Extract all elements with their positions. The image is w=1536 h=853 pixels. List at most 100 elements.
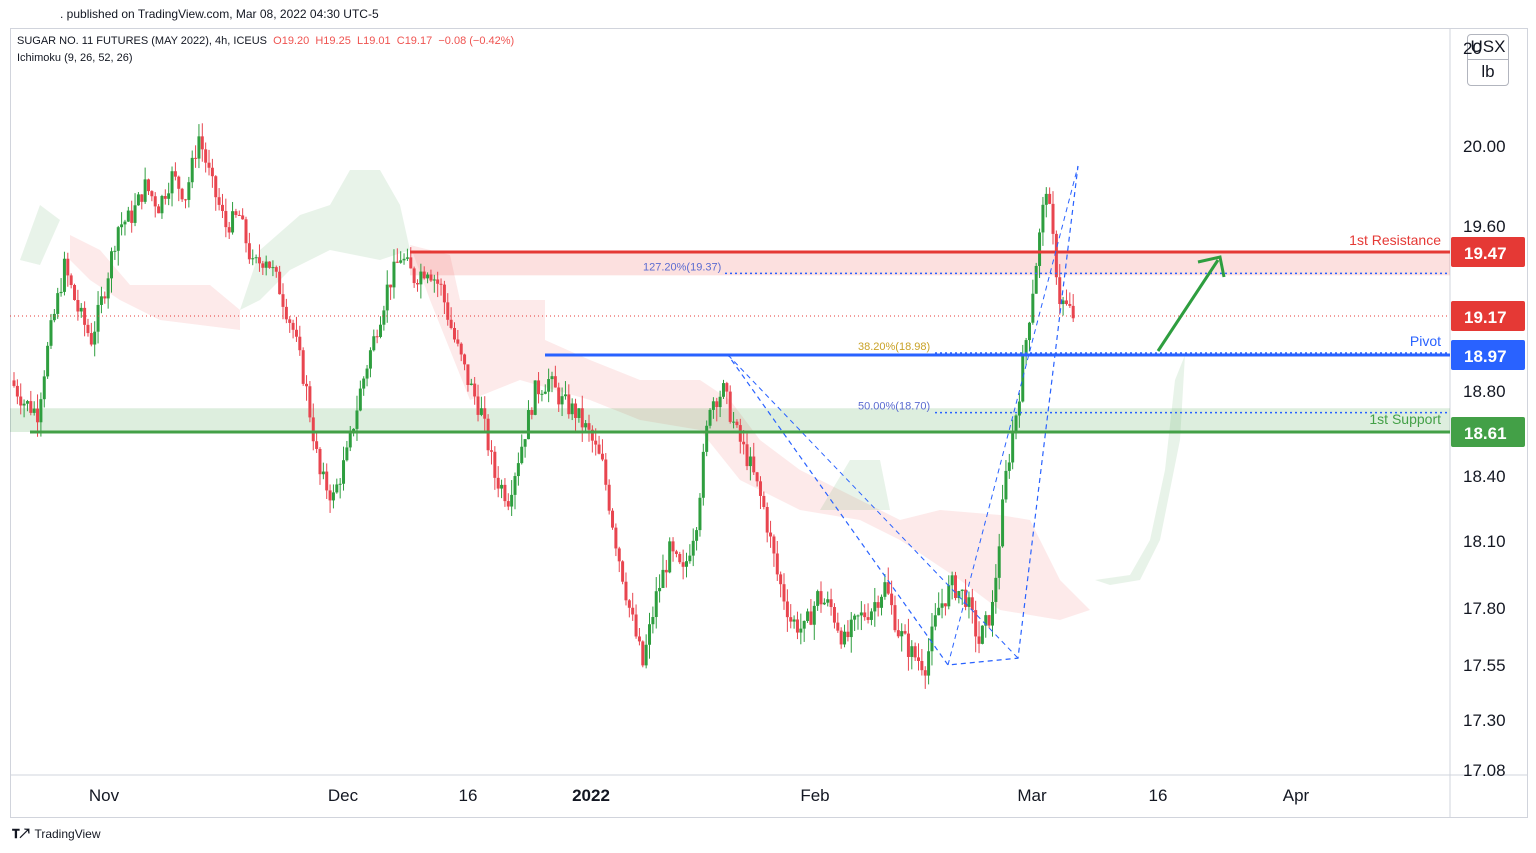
candles <box>12 123 1075 689</box>
candle-body <box>1021 355 1025 402</box>
candle-body <box>436 279 440 284</box>
candle-body <box>553 376 557 388</box>
candle-body <box>167 193 171 199</box>
level-label-2: 1st Support <box>1369 411 1441 427</box>
candle-body <box>832 607 836 623</box>
candle-body <box>73 285 77 300</box>
unit-divider <box>1468 59 1508 60</box>
candle-body <box>957 591 961 599</box>
candle-body <box>432 279 436 281</box>
projection-arrow-head <box>1197 255 1226 278</box>
x-tick-label: Nov <box>89 786 120 805</box>
candle-body <box>664 569 668 573</box>
zigzag-pattern <box>545 165 1079 666</box>
candle-body <box>950 575 954 586</box>
candle-body <box>742 441 746 445</box>
candle-body <box>816 591 820 606</box>
candle-body <box>570 403 574 415</box>
ichimoku-cloud-green-1 <box>240 170 410 310</box>
candle-body <box>940 603 944 608</box>
y-tick-label: 17.30 <box>1463 711 1506 730</box>
candle-body <box>170 171 174 194</box>
candle-body <box>584 423 588 428</box>
candle-body <box>281 294 285 307</box>
unit-selector[interactable]: USX lb <box>1467 34 1509 86</box>
candle-body <box>769 532 773 537</box>
candle-body <box>853 615 857 620</box>
candle-body <box>1051 203 1055 234</box>
published-note: . published on TradingView.com, Mar 08, … <box>60 7 379 21</box>
candle-body <box>826 599 830 603</box>
candle-body <box>866 617 870 620</box>
candle-body <box>99 296 103 305</box>
candle-body <box>708 409 712 426</box>
candle-body <box>486 418 490 451</box>
candle-body <box>789 617 793 622</box>
candle-body <box>180 188 184 200</box>
legend-indicator[interactable]: Ichimoku (9, 26, 52, 26) <box>17 52 133 64</box>
candle-body <box>674 551 678 554</box>
candle-body <box>301 350 305 384</box>
candle-body <box>133 205 137 223</box>
x-tick-label: Dec <box>328 786 359 805</box>
candle-body <box>459 343 463 355</box>
candle-body <box>231 211 235 233</box>
candle-body <box>294 329 298 337</box>
candle-body <box>557 387 561 405</box>
candle-body <box>268 261 272 268</box>
candle-body <box>678 553 682 563</box>
candle-body <box>348 431 352 448</box>
candle-body <box>405 257 409 259</box>
candle-body <box>859 612 863 616</box>
candle-body <box>792 619 796 622</box>
candle-body <box>846 631 850 638</box>
level-label-0: 1st Resistance <box>1349 232 1441 248</box>
candle-body <box>483 408 487 419</box>
candle-body <box>779 574 783 585</box>
legend-symbol: SUGAR NO. 11 FUTURES (MAY 2022), 4h, ICE… <box>17 35 268 47</box>
candle-body <box>177 176 181 189</box>
ichimoku-cloud-green-2 <box>820 460 890 510</box>
candle-body <box>1024 340 1028 356</box>
candle-body <box>110 251 114 279</box>
candle-body <box>634 614 638 637</box>
candle-body <box>510 494 514 507</box>
candle-body <box>920 660 924 671</box>
candle-body <box>923 670 927 676</box>
candle-body <box>207 162 211 168</box>
candle-body <box>547 379 551 392</box>
candle-body <box>241 215 245 220</box>
candle-body <box>523 439 527 447</box>
candle-body <box>574 403 578 418</box>
candle-body <box>900 631 904 637</box>
candle-body <box>614 527 618 549</box>
candle-body <box>419 271 423 285</box>
candle-body <box>799 628 803 633</box>
candle-body <box>83 307 87 325</box>
candle-body <box>130 210 134 223</box>
candle-body <box>755 472 759 482</box>
candle-body <box>607 484 611 511</box>
candle-body <box>580 408 584 428</box>
candle-body <box>271 267 275 269</box>
candle-body <box>116 227 120 251</box>
candle-body <box>173 171 177 177</box>
legend-change: −0.08 (−0.42%) <box>438 35 515 47</box>
candle-body <box>113 250 117 252</box>
candle-body <box>308 386 312 418</box>
candle-body <box>997 546 1001 578</box>
candle-body <box>873 602 877 612</box>
chart-frame[interactable] <box>10 28 1528 818</box>
candle-body <box>379 324 383 337</box>
candle-body <box>964 589 968 607</box>
candle-body <box>668 541 672 573</box>
candle-body <box>869 611 873 620</box>
candle-body <box>12 380 16 386</box>
candle-body <box>220 204 224 211</box>
candle-body <box>493 451 497 478</box>
candle-body <box>29 401 33 413</box>
candle-body <box>1061 300 1065 304</box>
unit-per: lb <box>1481 62 1495 81</box>
candle-body <box>136 194 140 206</box>
